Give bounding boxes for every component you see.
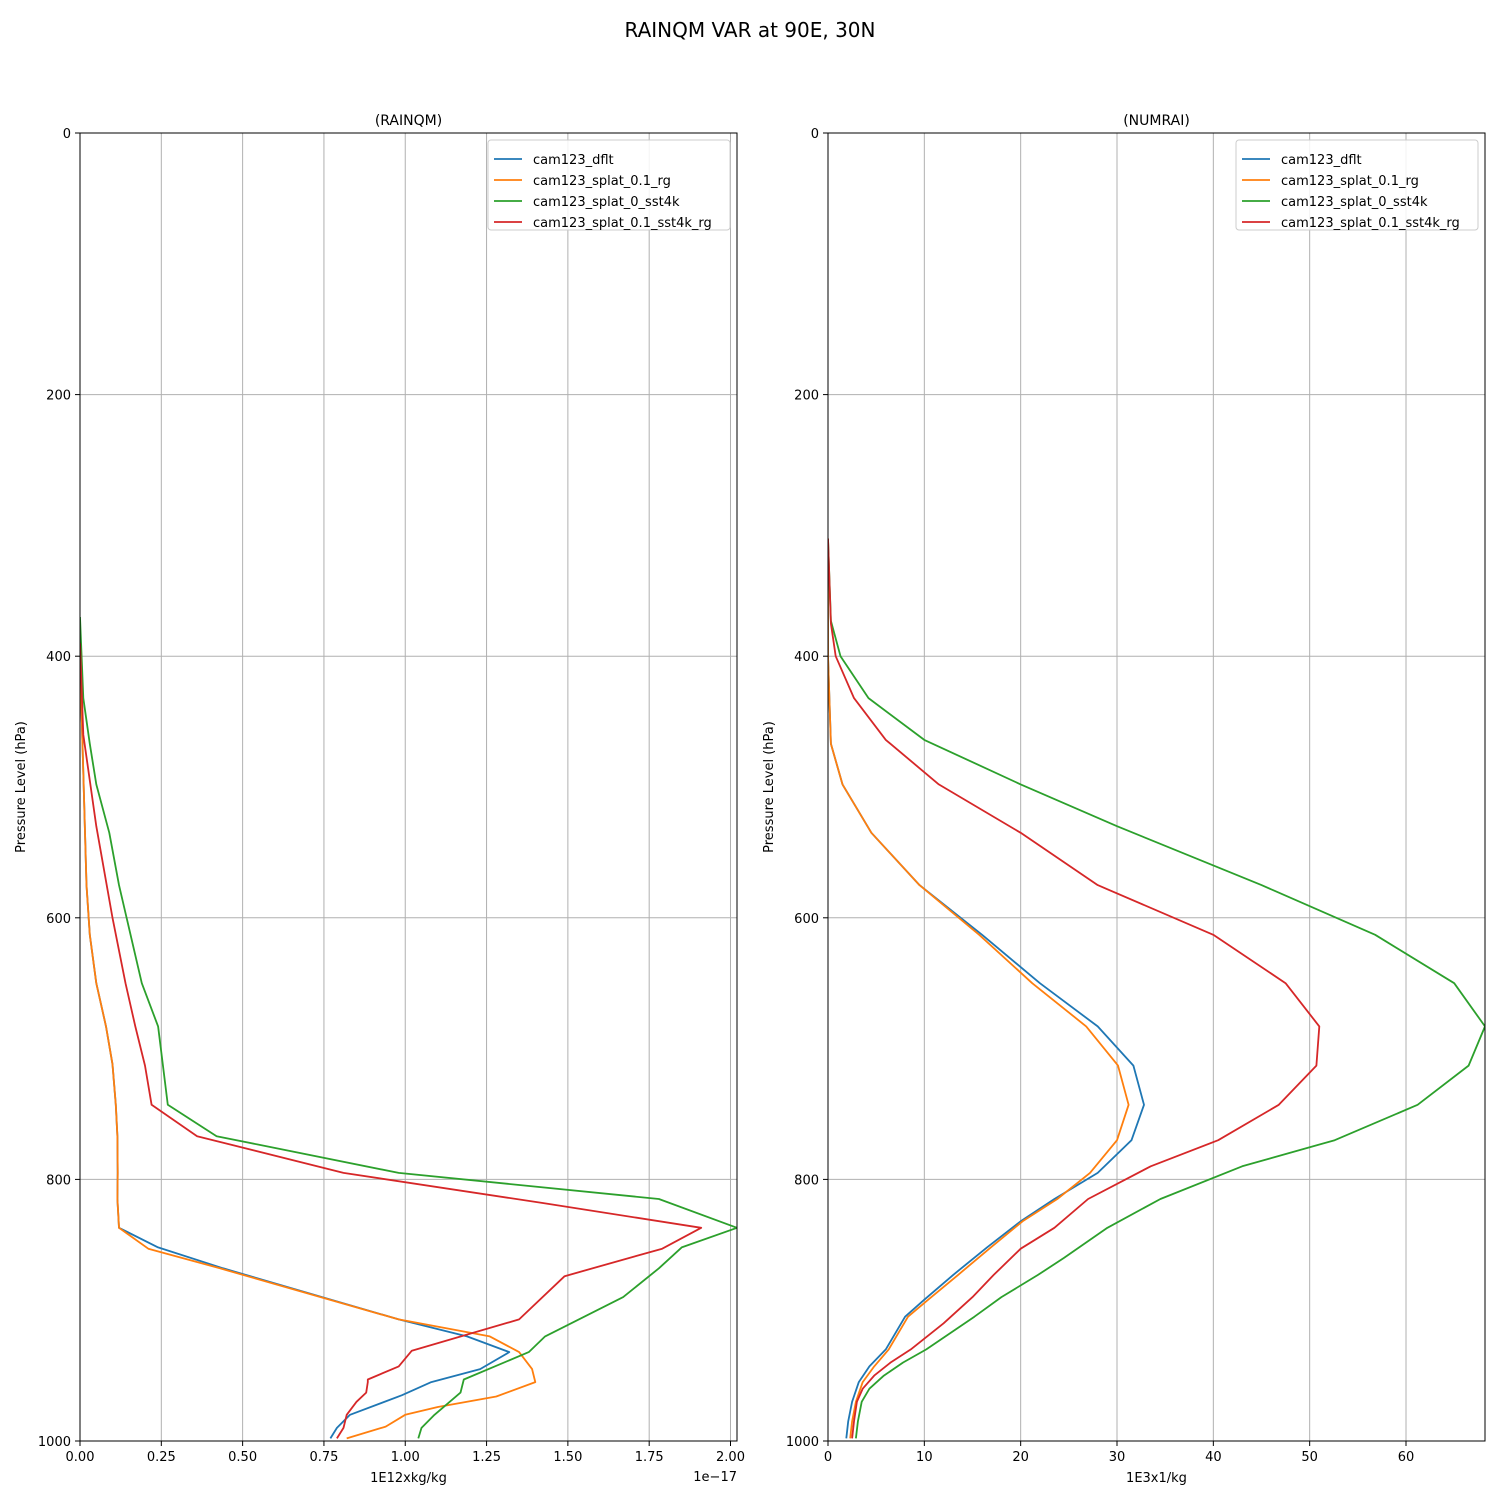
x-tick-label: 0.00 [66,1450,95,1465]
x-tick-label: 1.00 [391,1450,420,1465]
axes-frame-rainqm [79,132,738,1442]
x-tick-label: 0.50 [228,1450,257,1465]
axes-frame-numrai [827,132,1486,1442]
series-line-rainqm-1 [80,656,537,1440]
figure-suptitle: RAINQM VAR at 90E, 30N [625,18,876,42]
y-tick-label: 1000 [786,1435,819,1450]
y-tick-label: 800 [46,1173,71,1188]
panel-rainqm: 0.00 0.25 0.50 0.75 1.00 1.25 1.50 1.75 2.00 0 200… [14,113,745,1486]
x-tick-label: 1.50 [553,1450,582,1465]
legend-label: cam123_dflt [1281,153,1362,168]
y-tick-label: 400 [46,650,71,665]
x-axis-label-numrai: 1E3x1/kg [1126,1471,1187,1486]
x-tick-label: 1.75 [635,1450,664,1465]
legend-label: cam123_dflt [533,153,614,168]
ticks-rainqm: 0.00 0.25 0.50 0.75 1.00 1.25 1.50 1.75 2.00 0 200… [38,127,745,1465]
legend-box [1235,139,1479,231]
legend-label: cam123_splat_0_sst4k [1281,195,1428,210]
y-tick-label: 200 [794,389,819,404]
x-tick-label: 1.25 [472,1450,501,1465]
y-tick-label: 1000 [38,1435,71,1450]
x-tick-label: 30 [1109,1450,1126,1465]
x-tick-label: 0.25 [147,1450,176,1465]
series-line-rainqm-2 [80,616,737,1439]
x-tick-label: 20 [1012,1450,1029,1465]
y-axis-label-numrai: Pressure Level (hPa) [762,721,777,853]
panel-title-rainqm: (RAINQM) [375,113,442,129]
x-tick-label: 2.00 [716,1450,745,1465]
series-line-numrai-2 [828,538,1485,1439]
y-tick-label: 0 [63,127,71,142]
x-tick-label: 0 [824,1450,832,1465]
y-tick-label: 800 [794,1173,819,1188]
y-tick-label: 0 [811,127,819,142]
panel-title-numrai: (NUMRAI) [1123,113,1190,129]
legend-rainqm: cam123_dflt cam123_splat_0.1_rg cam123_spl… [487,139,731,231]
y-tick-label: 200 [46,389,71,404]
x-tick-label: 60 [1398,1450,1415,1465]
y-axis-label-rainqm: Pressure Level (hPa) [14,721,29,853]
series-layer-rainqm [80,616,737,1440]
y-tick-label: 600 [794,912,819,927]
y-tick-label: 600 [46,912,71,927]
legend-numrai: cam123_dflt cam123_splat_0.1_rg cam123_spl… [1235,139,1479,231]
series-line-numrai-3 [828,538,1321,1439]
legend-label: cam123_splat_0_sst4k [533,195,680,210]
series-line-rainqm-3 [80,643,703,1439]
x-tick-label: 0.75 [309,1450,338,1465]
series-layer-numrai [828,538,1485,1439]
legend-label: cam123_splat_0.1_rg [533,174,671,189]
legend-label: cam123_splat_0.1_rg [1281,174,1419,189]
x-tick-label: 50 [1301,1450,1318,1465]
x-tick-label: 40 [1205,1450,1222,1465]
legend-label: cam123_splat_0.1_sst4k_rg [533,216,712,231]
y-tick-label: 400 [794,650,819,665]
x-offset-label-rainqm: 1e−17 [693,1470,737,1485]
legend-box [487,139,731,231]
x-axis-label-rainqm: 1E12xkg/kg [370,1471,447,1486]
series-line-numrai-1 [828,564,1130,1439]
legend-label: cam123_splat_0.1_sst4k_rg [1281,216,1460,231]
x-tick-label: 10 [916,1450,933,1465]
